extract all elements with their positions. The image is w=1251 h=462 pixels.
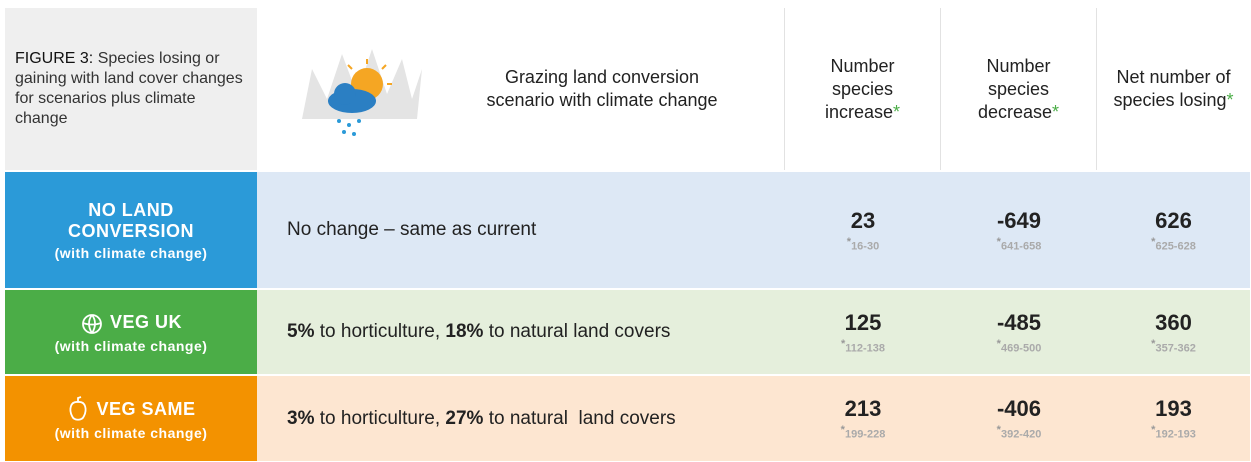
value-cell: 626 *625-628 bbox=[1097, 172, 1250, 288]
value-cell: 125 *112-138 bbox=[785, 290, 941, 374]
description-part: No change – same as current bbox=[287, 219, 536, 240]
range-text: 357-362 bbox=[1155, 342, 1195, 354]
range-text: 641-658 bbox=[1001, 240, 1041, 252]
value: -649 bbox=[997, 208, 1041, 234]
value-cell: -649 *641-658 bbox=[941, 172, 1097, 288]
value: -406 bbox=[997, 396, 1041, 422]
range-text: 112-138 bbox=[845, 342, 885, 354]
description-part: to horticulture, bbox=[314, 321, 445, 342]
range: *112-138 bbox=[841, 338, 885, 355]
column-header: Number species decrease* bbox=[941, 8, 1097, 170]
asterisk: * bbox=[893, 102, 900, 122]
scenario-note: (with climate change) bbox=[55, 425, 208, 441]
description-part: to natural land covers bbox=[483, 408, 675, 429]
range: *641-658 bbox=[997, 236, 1042, 253]
range-text: 469-500 bbox=[1001, 342, 1041, 354]
description-text: No change – same as current bbox=[287, 219, 536, 241]
range: *199-228 bbox=[841, 424, 886, 441]
range: *469-500 bbox=[997, 338, 1042, 355]
range: *625-628 bbox=[1151, 236, 1196, 253]
scenario-name-line: VEG UK bbox=[80, 311, 182, 335]
value: 125 bbox=[845, 310, 882, 336]
scenario-title: Grazing land conversion scenario with cl… bbox=[477, 66, 727, 112]
description-part: 5% bbox=[287, 321, 314, 342]
description-part: to horticulture, bbox=[314, 408, 445, 429]
description-part: 3% bbox=[287, 408, 314, 429]
scenario-name-line: NO LAND CONVERSION bbox=[51, 200, 211, 242]
scenario-header: Grazing land conversion scenario with cl… bbox=[257, 8, 785, 170]
description: No change – same as current bbox=[257, 172, 785, 288]
scenario-label: NO LAND CONVERSION (with climate change) bbox=[5, 172, 257, 288]
value: 23 bbox=[851, 208, 875, 234]
value-cell: 193 *192-193 bbox=[1097, 376, 1250, 461]
column-header: Net number of species losing* bbox=[1097, 8, 1250, 170]
value-cell: -485 *469-500 bbox=[941, 290, 1097, 374]
value: -485 bbox=[997, 310, 1041, 336]
scenario-note: (with climate change) bbox=[55, 338, 208, 354]
description-text: 3% to horticulture, 27% to natural land … bbox=[287, 408, 676, 430]
page: FIGURE 3: Species losing or gaining with… bbox=[0, 0, 1251, 462]
value-cell: 360 *357-362 bbox=[1097, 290, 1250, 374]
scenario-label: VEG UK (with climate change) bbox=[5, 290, 257, 374]
value: 213 bbox=[845, 396, 882, 422]
scenario-note: (with climate change) bbox=[55, 245, 208, 261]
table: FIGURE 3: Species losing or gaining with… bbox=[5, 8, 1250, 461]
scenario-label: VEG SAME (with climate change) bbox=[5, 376, 257, 461]
value-cell: 23 *16-30 bbox=[785, 172, 941, 288]
asterisk: * bbox=[1052, 102, 1059, 122]
description: 5% to horticulture, 18% to natural land … bbox=[257, 290, 785, 374]
pepper-icon bbox=[66, 396, 90, 422]
range: *392-420 bbox=[997, 424, 1042, 441]
range-text: 392-420 bbox=[1001, 429, 1041, 441]
scenario-name: NO LAND CONVERSION bbox=[51, 200, 211, 242]
value-cell: -406 *392-420 bbox=[941, 376, 1097, 461]
range-text: 199-228 bbox=[845, 429, 885, 441]
caption: FIGURE 3: Species losing or gaining with… bbox=[5, 8, 257, 170]
description-text: 5% to horticulture, 18% to natural land … bbox=[287, 321, 670, 343]
value-cell: 213 *199-228 bbox=[785, 376, 941, 461]
description-part: 18% bbox=[445, 321, 483, 342]
range-text: 625-628 bbox=[1155, 240, 1195, 252]
caption-label: FIGURE 3: bbox=[15, 50, 93, 67]
range: *357-362 bbox=[1151, 338, 1196, 355]
description-part: 27% bbox=[445, 408, 483, 429]
scenario-name-line: VEG SAME bbox=[66, 396, 195, 422]
range: *16-30 bbox=[847, 236, 879, 253]
range: *192-193 bbox=[1151, 424, 1196, 441]
value: 193 bbox=[1155, 396, 1192, 422]
column-header: Number species increase* bbox=[785, 8, 941, 170]
scenario-name: VEG SAME bbox=[96, 399, 195, 420]
weather-icon bbox=[297, 39, 427, 139]
column-title: Net number of species losing bbox=[1113, 67, 1230, 110]
range-text: 16-30 bbox=[851, 240, 879, 252]
veg-icon bbox=[80, 311, 104, 335]
column-title: Number species increase bbox=[825, 56, 895, 122]
scenario-name: VEG UK bbox=[110, 312, 182, 333]
range-text: 192-193 bbox=[1155, 429, 1195, 441]
description: 3% to horticulture, 27% to natural land … bbox=[257, 376, 785, 461]
value: 626 bbox=[1155, 208, 1192, 234]
asterisk: * bbox=[1227, 90, 1234, 110]
column-title: Number species decrease bbox=[978, 56, 1052, 122]
description-part: to natural land covers bbox=[483, 321, 670, 342]
value: 360 bbox=[1155, 310, 1192, 336]
